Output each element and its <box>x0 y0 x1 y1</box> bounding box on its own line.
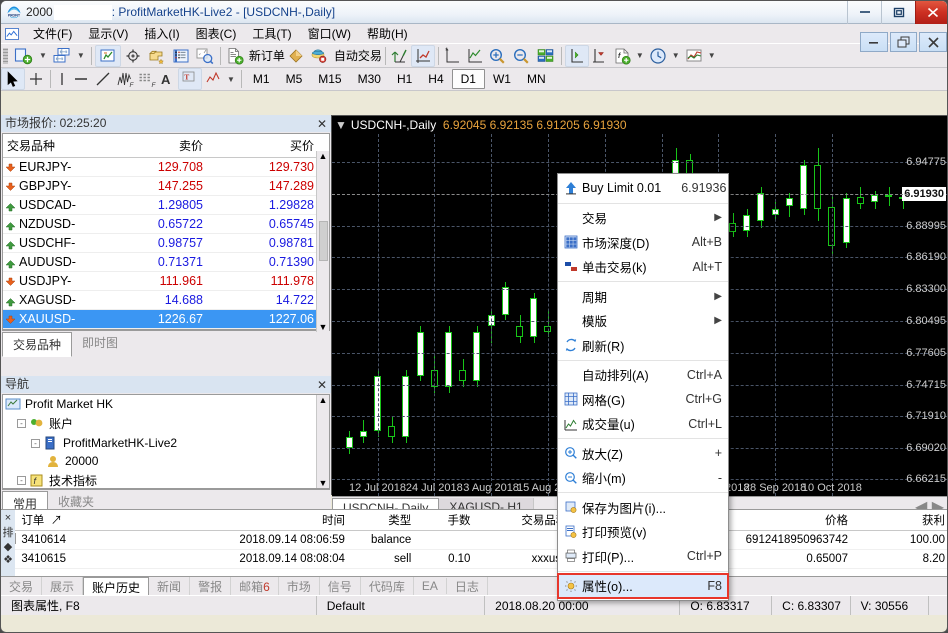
svg-text:T: T <box>184 72 189 81</box>
svg-text:A: A <box>161 72 171 87</box>
svg-text:F: F <box>130 82 135 88</box>
svg-text:PROFIT: PROFIT <box>8 13 20 17</box>
svg-text:F: F <box>152 82 157 88</box>
